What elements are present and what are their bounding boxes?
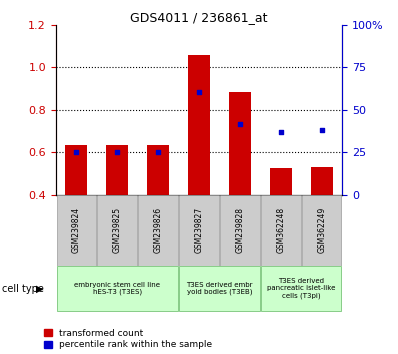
Text: GSM239824: GSM239824: [72, 207, 81, 253]
Text: T3ES derived
pancreatic islet-like
cells (T3pi): T3ES derived pancreatic islet-like cells…: [267, 278, 336, 299]
Bar: [269, 168, 292, 195]
Point: [73, 149, 79, 154]
Text: GSM362248: GSM362248: [276, 207, 285, 253]
Point: [155, 149, 161, 154]
Bar: [188, 55, 210, 195]
FancyBboxPatch shape: [57, 195, 96, 266]
FancyBboxPatch shape: [57, 267, 178, 310]
Text: cell type: cell type: [2, 284, 44, 293]
FancyBboxPatch shape: [261, 195, 300, 266]
FancyBboxPatch shape: [98, 195, 137, 266]
Text: T3ES derived embr
yoid bodies (T3EB): T3ES derived embr yoid bodies (T3EB): [186, 282, 253, 295]
Point: [114, 149, 120, 154]
Text: ▶: ▶: [36, 284, 43, 293]
Bar: [106, 145, 129, 195]
Bar: [229, 92, 251, 195]
Point: [278, 129, 284, 135]
Bar: [310, 167, 333, 195]
FancyBboxPatch shape: [220, 195, 259, 266]
Bar: [65, 145, 88, 195]
Point: [319, 127, 325, 133]
Text: embryonic stem cell line
hES-T3 (T3ES): embryonic stem cell line hES-T3 (T3ES): [74, 282, 160, 295]
Point: [196, 89, 202, 95]
Title: GDS4011 / 236861_at: GDS4011 / 236861_at: [130, 11, 268, 24]
FancyBboxPatch shape: [302, 195, 341, 266]
FancyBboxPatch shape: [261, 267, 341, 310]
Legend: transformed count, percentile rank within the sample: transformed count, percentile rank withi…: [44, 329, 212, 349]
FancyBboxPatch shape: [179, 195, 219, 266]
Text: GSM239825: GSM239825: [113, 207, 122, 253]
FancyBboxPatch shape: [139, 195, 178, 266]
Text: GSM239826: GSM239826: [154, 207, 162, 253]
Text: GSM362249: GSM362249: [317, 207, 326, 253]
FancyBboxPatch shape: [179, 267, 259, 310]
Text: GSM239828: GSM239828: [236, 207, 244, 253]
Text: GSM239827: GSM239827: [195, 207, 203, 253]
Point: [237, 121, 243, 126]
Bar: [147, 145, 169, 195]
